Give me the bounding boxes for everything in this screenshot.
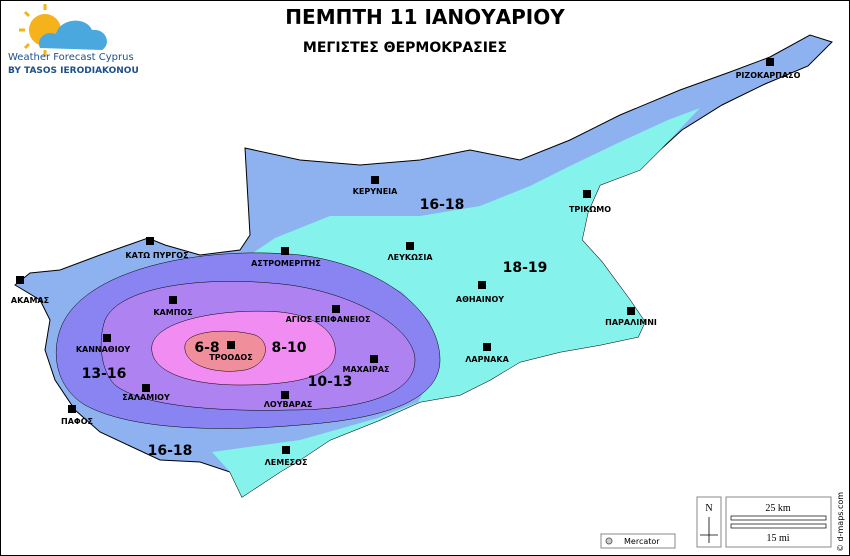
city-marker	[282, 446, 290, 454]
zone-label: 13-16	[82, 366, 127, 382]
city-label: ΠΑΦΟΣ	[61, 417, 93, 426]
zone-label: 18-19	[503, 260, 548, 276]
zone-label: 16-18	[420, 197, 465, 213]
zone-area	[184, 330, 266, 372]
city-label: ΛΕΥΚΩΣΙΑ	[387, 253, 433, 262]
logo-byline: BY TASOS IERODIAKONOU	[8, 66, 139, 76]
zone-label: 6-8	[194, 340, 219, 356]
city-label: ΑΘΗΑΙΝΟΥ	[456, 295, 504, 304]
city-marker	[766, 58, 774, 66]
city-label: ΤΡΙΚΩΜΟ	[569, 205, 611, 214]
city-marker	[406, 242, 414, 250]
city-marker	[583, 190, 591, 198]
city-label: ΚΑΝΝΑΘΙΟΥ	[76, 345, 131, 354]
city-label: ΛΑΡΝΑΚΑ	[465, 355, 509, 364]
scale-mi: 15 mi	[766, 533, 789, 544]
city-label: ΣΑΛΑΜΙΟΥ	[122, 393, 170, 402]
city-label: ΑΚΑΜΑΣ	[11, 296, 49, 305]
city-marker	[169, 296, 177, 304]
city-marker	[627, 307, 635, 315]
city-marker	[371, 176, 379, 184]
city-label: ΑΣΤΡΟΜΕΡΙΤΗΣ	[251, 259, 321, 268]
city-label: ΚΑΜΠΟΣ	[153, 308, 192, 317]
city-marker	[370, 355, 378, 363]
logo: Weather Forecast Cyprus BY TASOS IERODIA…	[8, 4, 139, 76]
city-marker	[227, 341, 235, 349]
zone-area	[212, 108, 700, 497]
city-label: ΛΟΥΒΑΡΑΣ	[264, 400, 313, 409]
zone-label: 10-13	[308, 374, 353, 390]
north-label: N	[705, 503, 712, 514]
projection: Mercator	[624, 537, 660, 546]
credit: © d-maps.com	[836, 492, 845, 552]
logo-name: Weather Forecast Cyprus	[8, 52, 134, 63]
city-label: ΡΙΖΟΚΑΡΠΑΣΟ	[736, 71, 801, 80]
city-marker	[68, 405, 76, 413]
city-marker	[332, 305, 340, 313]
zone-label: 8-10	[271, 340, 306, 356]
scale-km: 25 km	[765, 503, 791, 514]
title: ΠΕΜΠΤΗ 11 ΙΑΝΟΥΑΡΙΟΥ	[285, 5, 565, 29]
cities: ΡΙΖΟΚΑΡΠΑΣΟ ΚΕΡΥΝΕΙΑ ΤΡΙΚΩΜΟ ΚΑΤΩ ΠΥΡΓΟΣ ΑΣΤ…	[11, 58, 801, 467]
city-marker	[142, 384, 150, 392]
city-marker	[16, 276, 24, 284]
city-label: ΠΑΡΑΛΙΜΝΙ	[605, 318, 657, 327]
city-marker	[281, 391, 289, 399]
subtitle: ΜΕΓΙΣΤΕΣ ΘΕΡΜΟΚΡΑΣΙΕΣ	[303, 40, 507, 56]
city-label: ΚΕΡΥΝΕΙΑ	[353, 187, 398, 196]
city-marker	[478, 281, 486, 289]
city-marker	[103, 334, 111, 342]
city-label: ΤΡΟΟΔΟΣ	[209, 353, 252, 362]
zone-label: 16-18	[148, 443, 193, 459]
zone-labels: 16-18 18-19 13-16 10-13 8-10 6-8 16-18	[82, 197, 548, 459]
city-label: ΑΓΙΟΣ ΕΠΙΦΑΝΕΙΟΣ	[286, 315, 371, 324]
map-legend: N 25 km 15 mi Mercator © d-maps.com	[600, 492, 845, 552]
city-label: ΜΑΧΑΙΡΑΣ	[342, 365, 389, 374]
city-marker	[281, 247, 289, 255]
city-marker	[146, 237, 154, 245]
city-label: ΚΑΤΩ ΠΥΡΓΟΣ	[125, 251, 188, 260]
city-marker	[483, 343, 491, 351]
city-label: ΛΕΜΕΣΟΣ	[265, 458, 308, 467]
